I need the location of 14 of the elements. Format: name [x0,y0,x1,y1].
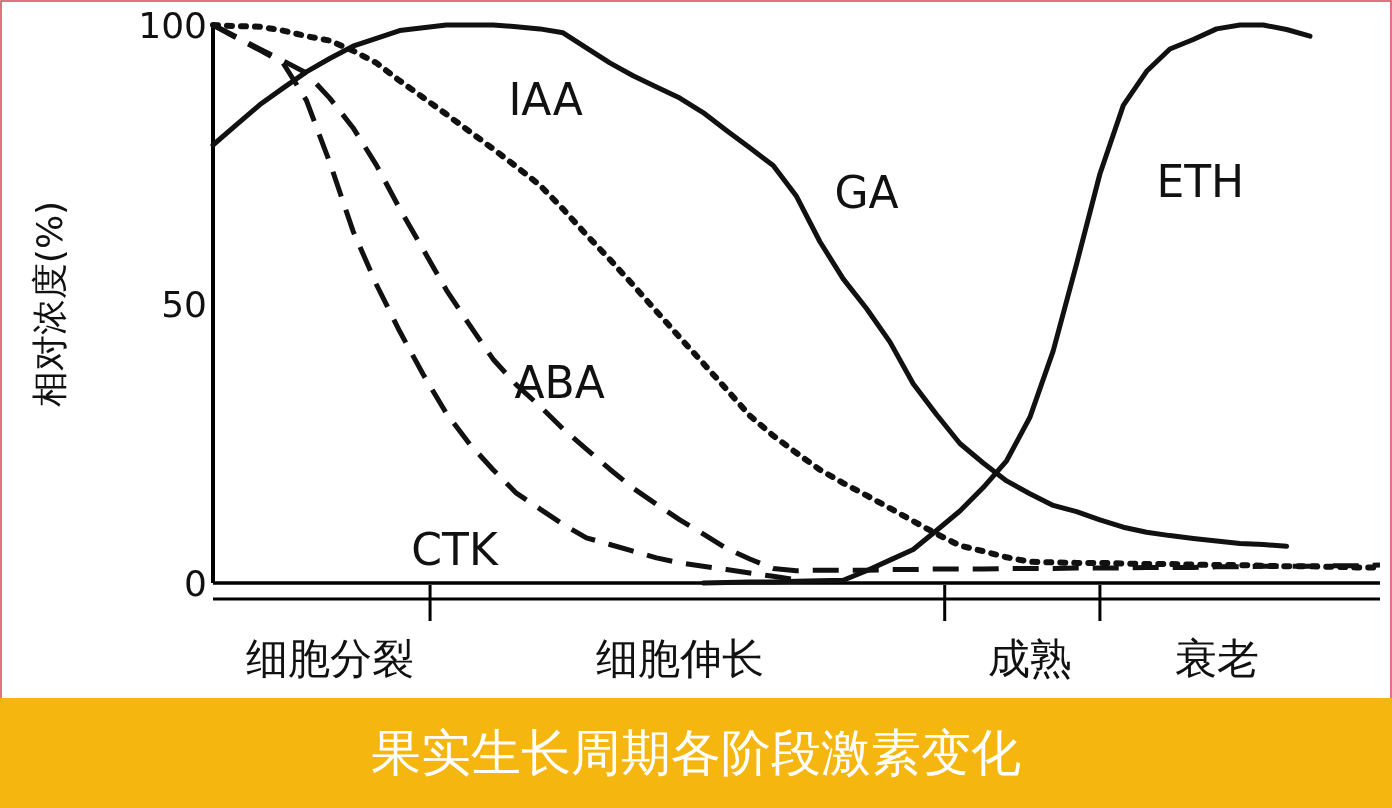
series-label: GA [834,166,899,218]
y-tick-label: 0 [184,562,207,604]
x-tick-label: 细胞伸长 [595,634,764,683]
x-tick-label: 细胞分裂 [245,634,414,683]
x-tick-label: 衰老 [1174,634,1259,683]
x-tick-label: 成熟 [987,634,1072,683]
y-axis-title: 相对浓度(%) [29,200,70,408]
text: 果实生长周期各阶段激素变化 [371,724,1021,782]
series-label: CTK [411,524,499,576]
y-tick-label: 100 [138,4,207,46]
series-label: ABA [514,356,605,408]
series-label: ETH [1156,155,1245,207]
series-label: IAA [508,74,583,126]
y-tick-label: 50 [161,283,207,325]
